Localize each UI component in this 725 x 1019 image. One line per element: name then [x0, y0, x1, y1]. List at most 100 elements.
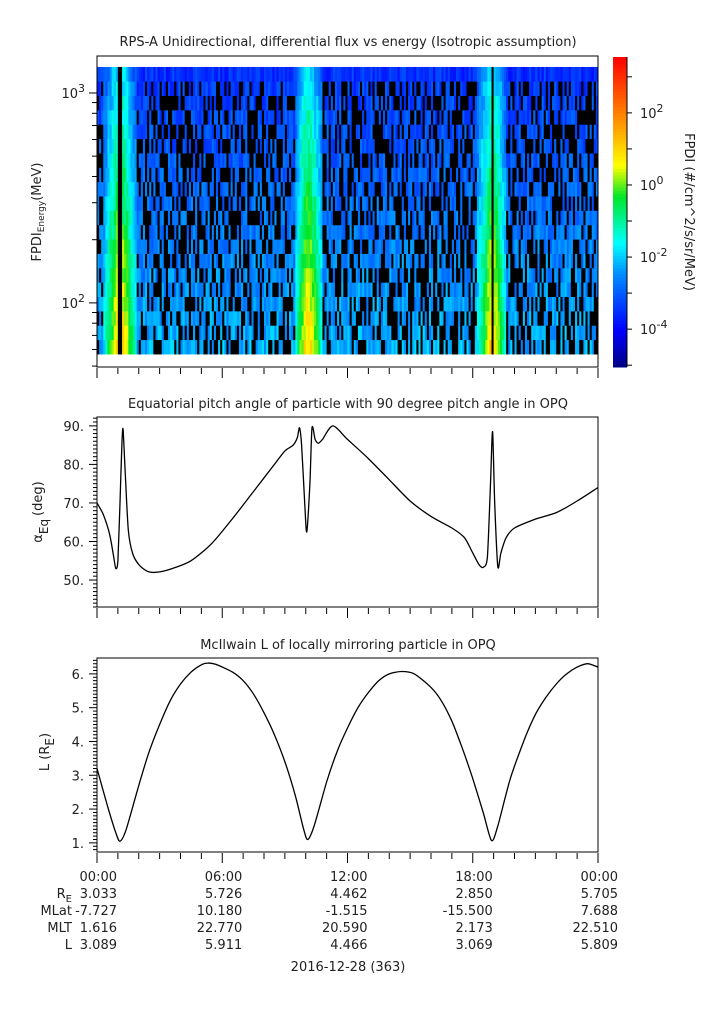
spectrogram-cell: [220, 282, 223, 298]
spectrogram-cell: [529, 325, 532, 341]
spectrogram-cell: [238, 296, 242, 312]
spectrogram-cell: [188, 210, 192, 226]
spectrogram-cell: [117, 296, 121, 312]
spectrogram-cell: [410, 153, 413, 168]
spectrogram-cell: [410, 81, 413, 96]
spectrogram-cell: [122, 282, 125, 298]
spectrogram-cell: [161, 66, 165, 82]
spectrogram-cell: [581, 311, 584, 326]
spectrogram-cell: [186, 311, 190, 326]
spectrogram-cell: [397, 181, 401, 197]
spectrogram-cell: [493, 239, 497, 254]
spectrogram-cell: [207, 81, 211, 96]
colorbar-segment: [613, 177, 627, 182]
spectrogram-cell: [343, 138, 346, 154]
spectrogram-cell: [378, 66, 382, 82]
spectrogram-cell: [349, 95, 353, 111]
spectrogram-cell: [230, 153, 234, 168]
spectrogram-cell: [126, 267, 129, 283]
spectrogram-cell: [159, 311, 163, 326]
spectrogram-cell: [222, 239, 225, 254]
spectrogram-cell: [155, 210, 158, 226]
spectrogram-cell: [178, 239, 181, 254]
spectrogram-cell: [593, 167, 597, 183]
colorbar-segment: [613, 221, 627, 225]
spectrogram-cell: [142, 167, 146, 183]
spectrogram-cell: [385, 167, 388, 183]
spectrogram-cell: [535, 325, 538, 341]
spectrogram-cell: [512, 210, 515, 226]
spectrogram-cell: [159, 138, 163, 154]
spectrogram-cell: [280, 210, 284, 226]
spectrogram-cell: [234, 95, 238, 111]
spectrogram-cell: [111, 138, 115, 154]
spectrogram-cell: [234, 138, 238, 154]
spectrogram-cell: [533, 124, 536, 140]
spectrogram-cell: [320, 224, 323, 240]
spectrogram-cell: [218, 181, 221, 197]
spectrogram-cell: [468, 153, 472, 168]
spectrogram-cell: [541, 124, 545, 140]
spectrogram-cell: [547, 267, 551, 283]
spectrogram-cell: [453, 95, 457, 111]
spectrogram-cell: [224, 325, 227, 341]
spectrogram-cell: [264, 167, 267, 183]
colorbar-segment: [613, 69, 627, 73]
spectrogram-cell: [318, 224, 321, 240]
spectrogram-cell: [155, 196, 158, 211]
spectrogram-cell: [489, 339, 492, 355]
spectrogram-cell: [115, 267, 119, 283]
spectrogram-cell: [414, 311, 417, 326]
spectrogram-cell: [190, 66, 194, 82]
spectrogram-cell: [232, 196, 236, 211]
spectrogram-cell: [476, 267, 480, 283]
spectrogram-cell: [412, 267, 415, 283]
spectrogram-cell: [301, 138, 305, 154]
spectrogram-cell: [385, 138, 388, 154]
spectrogram-cell: [545, 81, 549, 96]
spectrogram-cell: [170, 267, 173, 283]
spectrogram-cell: [253, 296, 257, 312]
spectrogram-cell: [472, 267, 476, 283]
spectrogram-cell: [245, 296, 248, 312]
spectrogram-cell: [266, 267, 269, 283]
spectrogram-cell: [556, 167, 559, 183]
spectrogram-cell: [556, 296, 559, 312]
spectrogram-cell: [370, 311, 373, 326]
spectrogram-cell: [539, 210, 543, 226]
spectrogram-cell: [391, 110, 394, 125]
spectrogram-cell: [504, 210, 507, 226]
spectrogram-cell: [243, 210, 246, 226]
spectrogram-cell: [587, 81, 591, 96]
spectrogram-cell: [508, 253, 511, 269]
spectrogram-cell: [253, 267, 257, 283]
spectrogram-cell: [545, 267, 549, 283]
spectrogram-cell: [431, 339, 434, 355]
spectrogram-cell: [443, 210, 447, 226]
spectrogram-cell: [468, 138, 472, 154]
spectrogram-cell: [372, 81, 376, 96]
spectrogram-cell: [220, 153, 223, 168]
spectrogram-cell: [497, 196, 501, 211]
spectrogram-cell: [195, 110, 198, 125]
spectrogram-cell: [326, 311, 330, 326]
spectrogram-cell: [232, 253, 236, 269]
spectrogram-cell: [374, 210, 378, 226]
spectrogram-cell: [380, 181, 384, 197]
spectrogram-cell: [297, 339, 300, 355]
spectrogram-cell: [126, 66, 129, 82]
spectrogram-cell: [190, 138, 194, 154]
spectrogram-cell: [458, 66, 461, 82]
spectrogram-cell: [443, 110, 447, 125]
spectrogram-cell: [111, 196, 115, 211]
spectrogram-cell: [318, 196, 321, 211]
spectrogram-cell: [462, 95, 465, 111]
spectrogram-cell: [537, 95, 540, 111]
spectrogram-cell: [514, 339, 517, 355]
spectrogram-cell: [170, 138, 173, 154]
spectrogram-cell: [303, 138, 307, 154]
spectrogram-cell: [234, 239, 238, 254]
spectrogram-cell: [220, 81, 223, 96]
spectrogram-cell: [224, 153, 227, 168]
spectrogram-cell: [412, 95, 415, 111]
